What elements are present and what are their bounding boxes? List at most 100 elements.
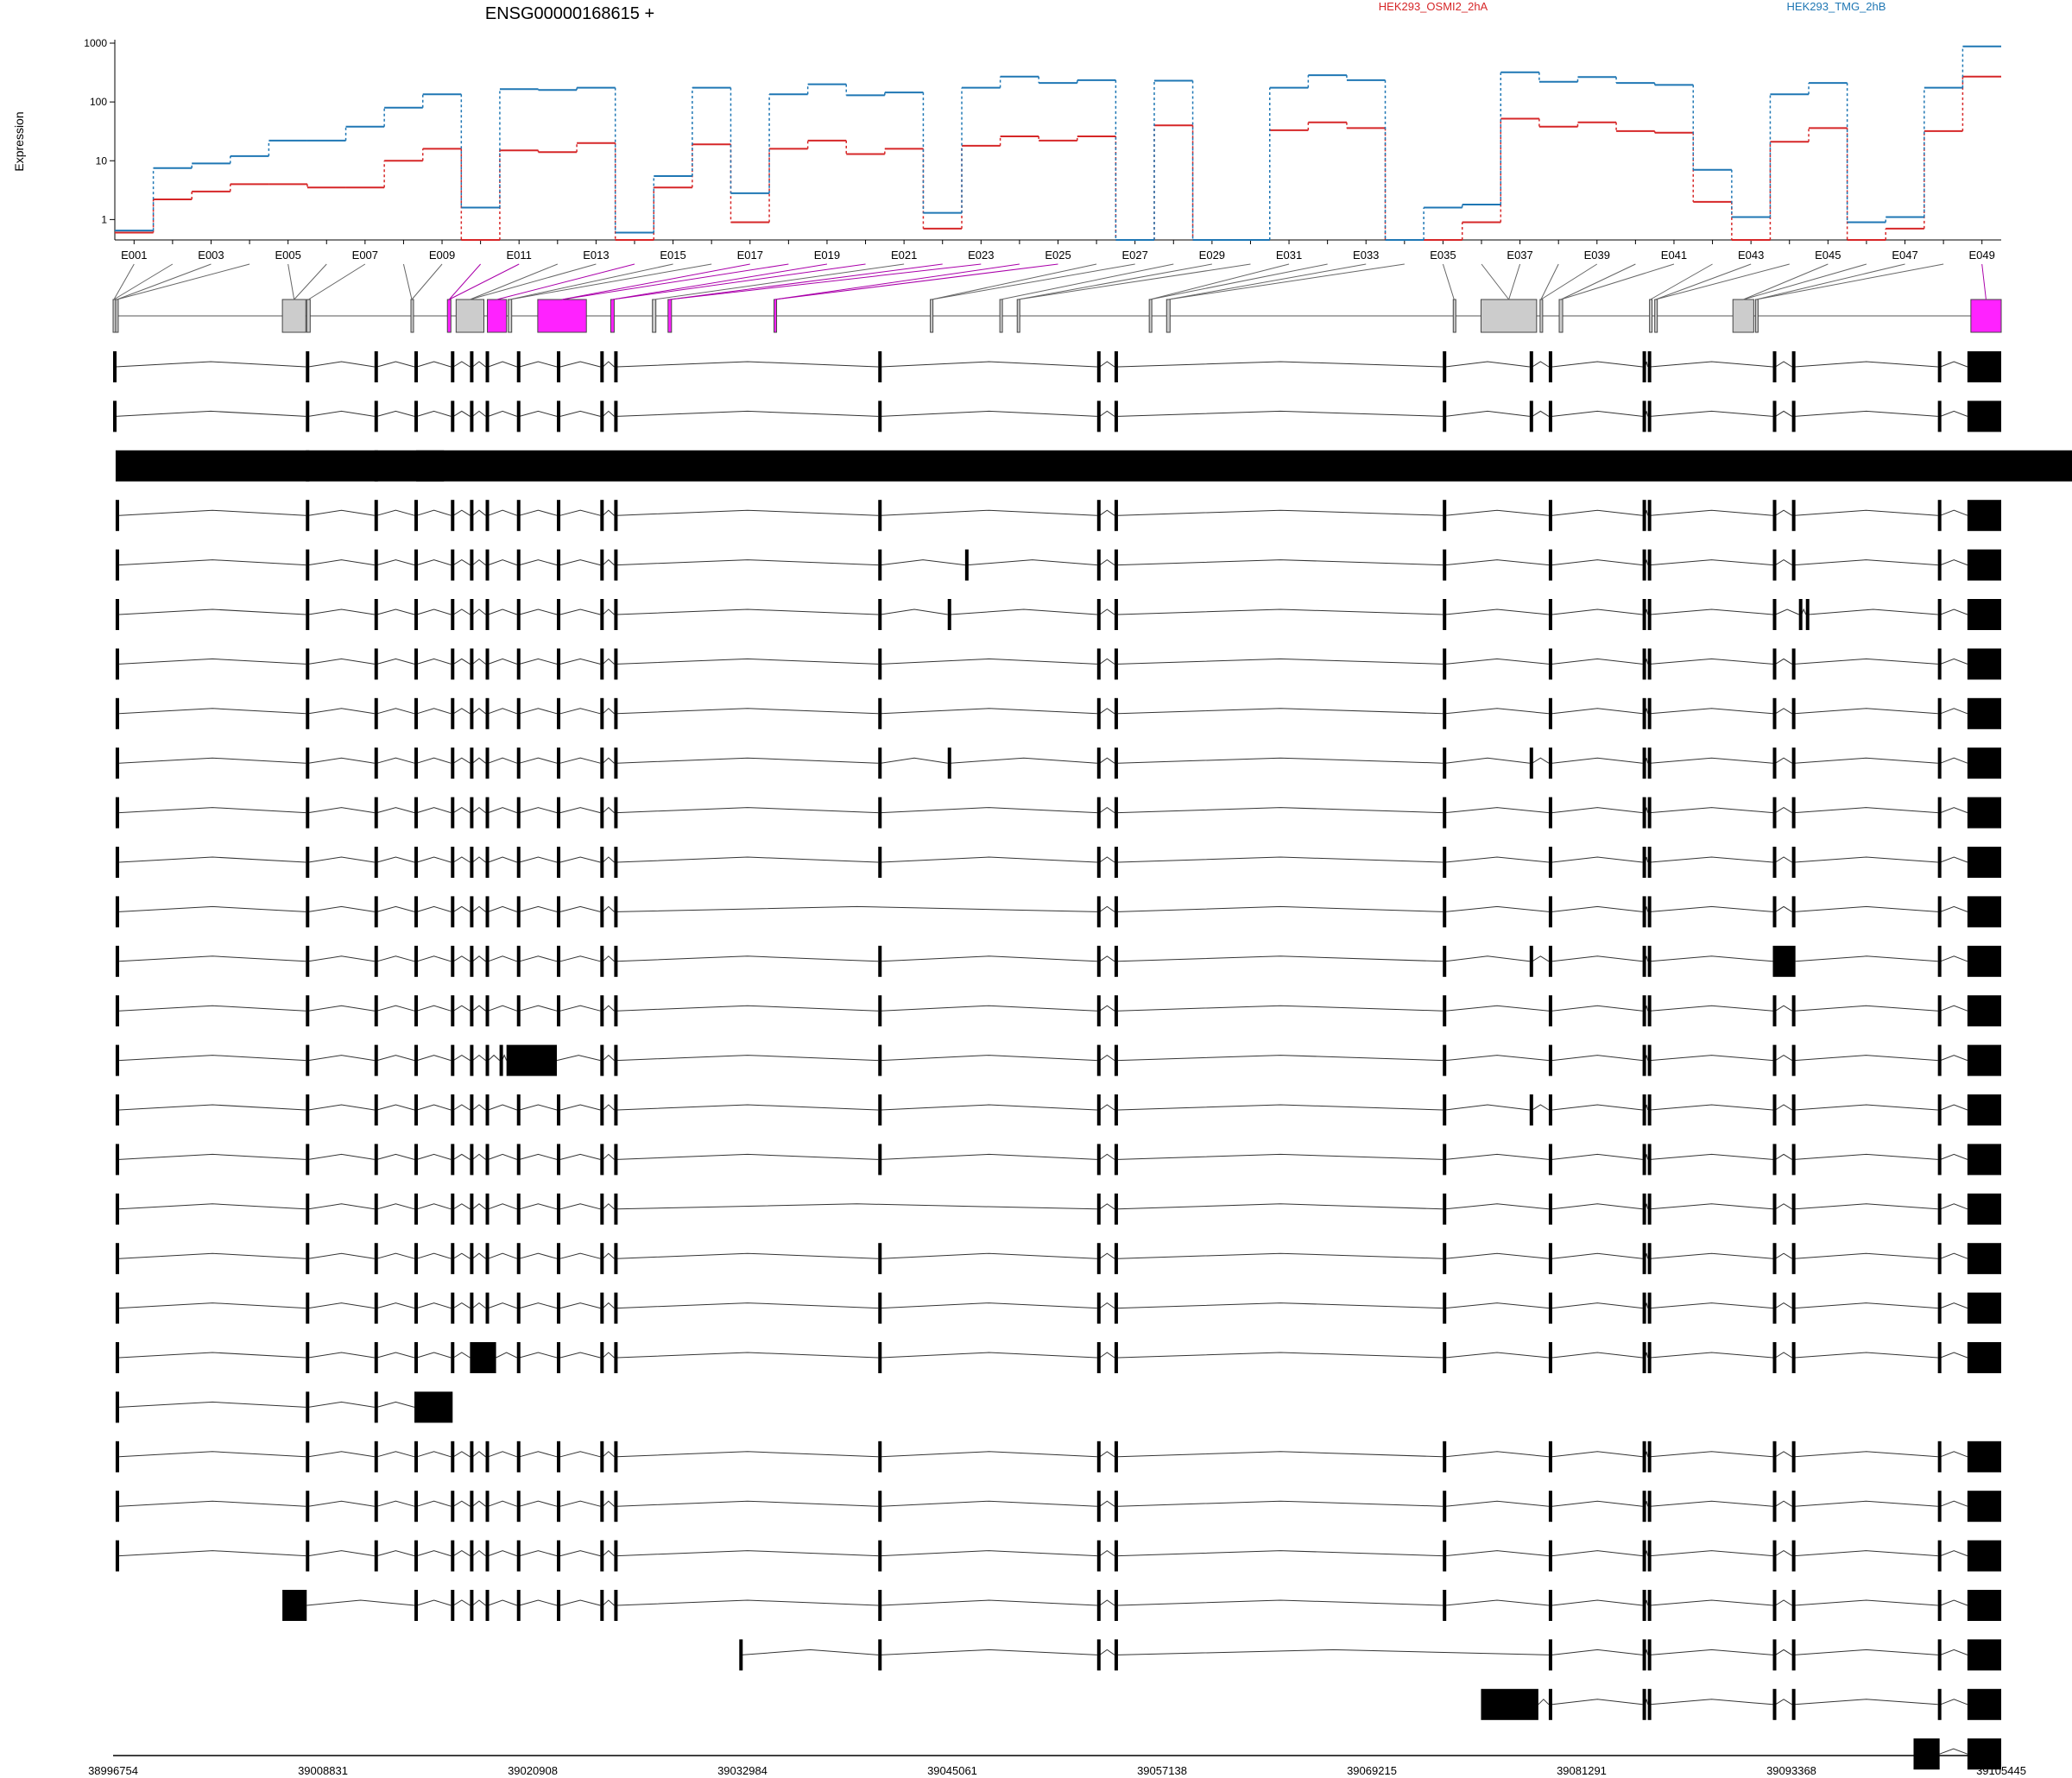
intron bbox=[559, 1153, 601, 1160]
transcript-exon bbox=[1772, 1243, 1777, 1275]
intron bbox=[1445, 856, 1549, 863]
intron bbox=[519, 1252, 558, 1259]
transcript-exon bbox=[516, 1590, 521, 1621]
transcript-exon bbox=[1642, 1292, 1646, 1324]
transcript-exon bbox=[451, 1094, 455, 1125]
intron bbox=[602, 1005, 615, 1012]
intron bbox=[1940, 905, 1968, 912]
intron bbox=[881, 1550, 1097, 1557]
intron bbox=[1445, 1451, 1549, 1458]
intron bbox=[1794, 708, 1938, 715]
intron bbox=[1794, 559, 1938, 566]
transcript-exon bbox=[1642, 697, 1646, 729]
exon-connector bbox=[496, 263, 635, 300]
transcript-exon bbox=[1642, 400, 1646, 432]
transcript-exon bbox=[485, 1193, 490, 1225]
transcript-exon bbox=[414, 1193, 419, 1225]
transcript-exon bbox=[557, 1590, 561, 1621]
transcript-exon bbox=[451, 945, 455, 977]
intron bbox=[602, 1252, 615, 1259]
intron bbox=[1551, 905, 1643, 912]
intron bbox=[559, 905, 601, 912]
transcript-exon bbox=[1647, 500, 1652, 532]
exon-connector bbox=[1743, 263, 1829, 300]
transcript-exon bbox=[1642, 1491, 1646, 1523]
intron bbox=[115, 410, 306, 417]
y-axis-label: Expression bbox=[12, 111, 26, 171]
transcript-exon bbox=[557, 1441, 561, 1472]
transcript-exon bbox=[1096, 351, 1101, 382]
transcript-exon bbox=[600, 1590, 604, 1621]
transcript-exon bbox=[1937, 400, 1942, 432]
transcript-exon bbox=[451, 1441, 455, 1472]
exon-connector bbox=[774, 263, 1020, 300]
intron bbox=[602, 708, 615, 715]
transcript-exon bbox=[878, 847, 882, 878]
intron bbox=[488, 708, 517, 715]
intron bbox=[308, 1550, 375, 1557]
transcript-exon bbox=[878, 500, 882, 532]
transcript-exon bbox=[1642, 500, 1646, 532]
intron bbox=[1099, 1153, 1115, 1160]
intron bbox=[1551, 1352, 1643, 1359]
intron bbox=[881, 757, 948, 764]
exon-tick-label: E033 bbox=[1353, 249, 1379, 262]
intron bbox=[1099, 955, 1115, 962]
transcript-exon bbox=[451, 549, 455, 581]
transcript-exon bbox=[499, 1044, 503, 1076]
intron bbox=[881, 856, 1097, 863]
intron bbox=[1117, 1005, 1443, 1012]
intron bbox=[472, 1549, 486, 1556]
intron bbox=[453, 807, 471, 814]
transcript-exon bbox=[1791, 797, 1796, 829]
transcript-exon bbox=[1096, 599, 1101, 630]
intron bbox=[472, 1104, 486, 1111]
transcript-exon bbox=[374, 1144, 378, 1176]
intron bbox=[1794, 509, 1938, 516]
intron bbox=[559, 509, 601, 516]
transcript-exon bbox=[485, 1243, 490, 1275]
intron bbox=[881, 1104, 1097, 1111]
transcript-exon bbox=[414, 1144, 419, 1176]
intron bbox=[1551, 757, 1643, 764]
transcript-exon bbox=[614, 697, 618, 729]
transcript-exon bbox=[600, 1491, 604, 1523]
transcript-exon bbox=[1967, 896, 2001, 928]
intron bbox=[1099, 1203, 1115, 1210]
transcript-exon bbox=[516, 1491, 521, 1523]
intron bbox=[602, 361, 615, 368]
transcript-exon bbox=[1443, 1491, 1447, 1523]
transcript-exon bbox=[115, 1044, 119, 1076]
transcript-exon bbox=[1096, 1590, 1101, 1621]
transcript-exon bbox=[1443, 599, 1447, 630]
intron bbox=[1650, 1451, 1773, 1458]
exon-connector bbox=[1650, 263, 1713, 300]
intron bbox=[1445, 1252, 1549, 1259]
exon-connector bbox=[294, 263, 327, 300]
intron bbox=[1650, 1005, 1773, 1012]
transcript-exon bbox=[374, 400, 378, 432]
intron bbox=[519, 1203, 558, 1210]
intron bbox=[308, 509, 375, 516]
intron bbox=[1940, 1649, 1968, 1655]
intron bbox=[308, 1302, 375, 1309]
intron bbox=[1551, 361, 1643, 368]
intron bbox=[1775, 559, 1792, 566]
intron bbox=[118, 1550, 306, 1557]
exon-bin bbox=[281, 299, 306, 333]
transcript-exon bbox=[1647, 797, 1652, 829]
genomic-coordinate-label: 39093368 bbox=[1766, 1764, 1816, 1777]
transcript-exon bbox=[414, 1243, 419, 1275]
intron bbox=[559, 1302, 601, 1309]
transcript-exon bbox=[1114, 1540, 1118, 1572]
exon-connector bbox=[287, 263, 295, 300]
transcript-exon bbox=[557, 1193, 561, 1225]
intron bbox=[376, 361, 415, 368]
transcript-exon bbox=[1114, 1292, 1118, 1324]
intron bbox=[1940, 1451, 1968, 1458]
intron bbox=[308, 1352, 375, 1359]
intron bbox=[488, 658, 517, 665]
intron bbox=[453, 658, 471, 665]
exon-bin bbox=[1480, 299, 1538, 333]
transcript-exon bbox=[947, 599, 951, 630]
